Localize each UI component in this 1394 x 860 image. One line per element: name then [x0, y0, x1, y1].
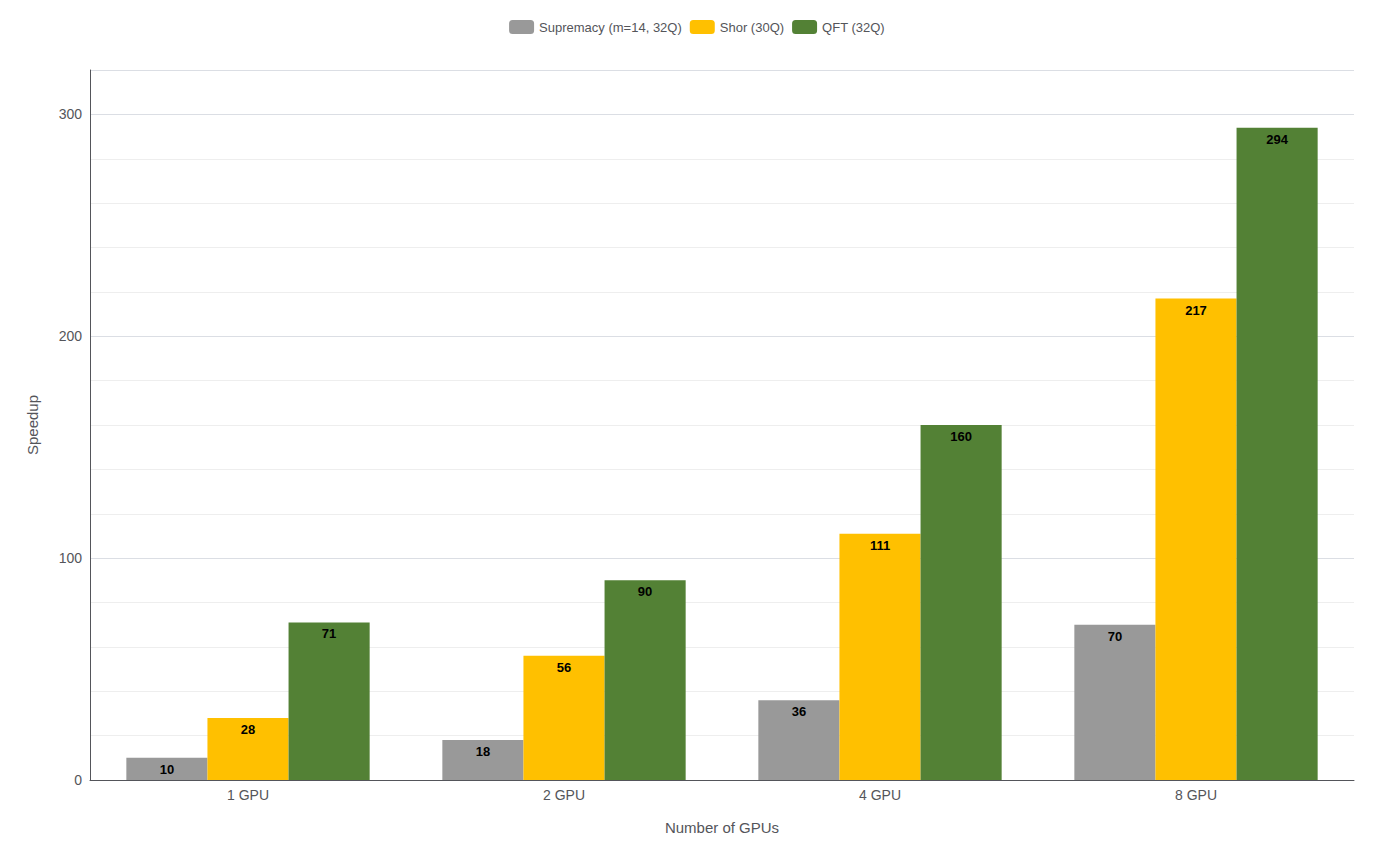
svg-text:Supremacy (m=14, 32Q): Supremacy (m=14, 32Q)	[539, 20, 682, 35]
svg-text:18: 18	[476, 744, 490, 759]
svg-text:1 GPU: 1 GPU	[227, 787, 269, 803]
svg-text:36: 36	[792, 704, 806, 719]
svg-text:70: 70	[1108, 629, 1122, 644]
svg-text:90: 90	[638, 584, 652, 599]
svg-text:8 GPU: 8 GPU	[1175, 787, 1217, 803]
svg-text:Shor (30Q): Shor (30Q)	[720, 20, 784, 35]
svg-text:111: 111	[870, 538, 890, 553]
svg-text:56: 56	[557, 660, 571, 675]
svg-text:Speedup: Speedup	[24, 395, 41, 455]
svg-text:217: 217	[1185, 303, 1207, 318]
svg-text:QFT (32Q): QFT (32Q)	[822, 20, 885, 35]
svg-text:71: 71	[322, 626, 336, 641]
svg-text:10: 10	[160, 762, 174, 777]
svg-text:0: 0	[74, 772, 82, 788]
svg-text:4 GPU: 4 GPU	[859, 787, 901, 803]
svg-text:200: 200	[59, 328, 83, 344]
svg-text:300: 300	[59, 106, 83, 122]
svg-text:100: 100	[59, 550, 83, 566]
svg-text:294: 294	[1266, 132, 1288, 147]
svg-text:160: 160	[950, 429, 972, 444]
svg-text:28: 28	[241, 722, 255, 737]
svg-text:Number of GPUs: Number of GPUs	[665, 819, 779, 836]
svg-text:2 GPU: 2 GPU	[543, 787, 585, 803]
